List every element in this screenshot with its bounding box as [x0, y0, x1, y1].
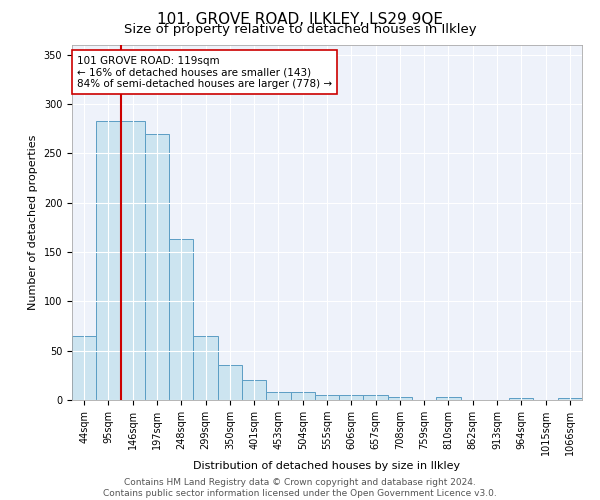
Bar	[364, 395, 388, 400]
Bar	[145, 134, 169, 400]
Bar	[193, 336, 218, 400]
Bar	[315, 395, 339, 400]
Bar	[72, 336, 96, 400]
Bar	[436, 397, 461, 400]
Bar	[509, 398, 533, 400]
Bar	[96, 121, 121, 400]
Text: Contains HM Land Registry data © Crown copyright and database right 2024.
Contai: Contains HM Land Registry data © Crown c…	[103, 478, 497, 498]
Text: Size of property relative to detached houses in Ilkley: Size of property relative to detached ho…	[124, 22, 476, 36]
Y-axis label: Number of detached properties: Number of detached properties	[28, 135, 38, 310]
Bar	[558, 398, 582, 400]
Bar	[242, 380, 266, 400]
Bar	[121, 121, 145, 400]
Text: 101, GROVE ROAD, ILKLEY, LS29 9QE: 101, GROVE ROAD, ILKLEY, LS29 9QE	[157, 12, 443, 28]
Bar	[290, 392, 315, 400]
Text: 101 GROVE ROAD: 119sqm
← 16% of detached houses are smaller (143)
84% of semi-de: 101 GROVE ROAD: 119sqm ← 16% of detached…	[77, 56, 332, 89]
Bar	[266, 392, 290, 400]
Bar	[339, 395, 364, 400]
X-axis label: Distribution of detached houses by size in Ilkley: Distribution of detached houses by size …	[193, 460, 461, 470]
Bar	[388, 397, 412, 400]
Bar	[218, 366, 242, 400]
Bar	[169, 240, 193, 400]
